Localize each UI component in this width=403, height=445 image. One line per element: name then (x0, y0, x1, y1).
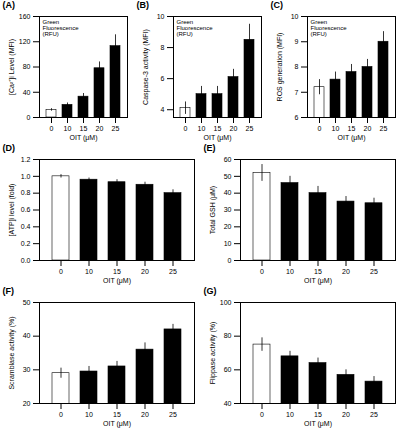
svg-text:0.8: 0.8 (20, 189, 30, 196)
svg-text:0: 0 (260, 268, 264, 275)
svg-text:10: 10 (85, 268, 93, 275)
svg-text:25: 25 (111, 125, 119, 132)
svg-text:15: 15 (79, 125, 87, 132)
svg-text:0: 0 (59, 268, 63, 275)
svg-text:10: 10 (286, 268, 294, 275)
svg-text:20: 20 (141, 411, 149, 418)
svg-text:30: 30 (22, 366, 30, 373)
svg-text:10: 10 (197, 125, 205, 132)
svg-text:OIT (μM): OIT (μM) (69, 134, 97, 142)
svg-text:OIT (μM): OIT (μM) (203, 134, 231, 142)
svg-text:10: 10 (85, 411, 93, 418)
html-text:(B): (B) (136, 0, 149, 10)
svg-text:60: 60 (223, 156, 231, 163)
svg-text:20: 20 (229, 125, 237, 132)
svg-text:15: 15 (213, 125, 221, 132)
svg-text:20: 20 (22, 400, 30, 407)
svg-text:[ATP]i level (fold): [ATP]i level (fold) (8, 184, 16, 237)
svg-text:Flippase activity (%): Flippase activity (%) (209, 322, 217, 385)
svg-text:50: 50 (223, 173, 231, 180)
svg-text:20: 20 (141, 268, 149, 275)
svg-text:40: 40 (223, 400, 231, 407)
svg-text:10: 10 (286, 411, 294, 418)
svg-text:0.0: 0.0 (20, 257, 30, 264)
svg-text:Total GSH (μM): Total GSH (μM) (209, 186, 217, 234)
svg-text:0: 0 (260, 411, 264, 418)
svg-text:OIT (μM): OIT (μM) (303, 277, 331, 285)
svg-text:OIT (μM): OIT (μM) (102, 277, 130, 285)
svg-text:Caspase-3 activity (MFI): Caspase-3 activity (MFI) (142, 29, 150, 105)
svg-text:0: 0 (183, 125, 187, 132)
html-text:(G): (G) (203, 286, 217, 296)
svg-text:[Ca²⁺]i Level (MFI): [Ca²⁺]i Level (MFI) (8, 39, 16, 95)
svg-text:20: 20 (95, 125, 103, 132)
svg-text:GreenFluorescence(RFU): GreenFluorescence(RFU) (42, 19, 79, 37)
svg-text:25: 25 (370, 411, 378, 418)
svg-text:1.2: 1.2 (20, 156, 30, 163)
svg-text:6: 6 (160, 75, 164, 82)
svg-text:10: 10 (290, 13, 298, 20)
svg-text:20: 20 (342, 268, 350, 275)
svg-text:0: 0 (26, 114, 30, 121)
svg-text:60: 60 (223, 366, 231, 373)
svg-text:20: 20 (342, 411, 350, 418)
svg-text:15: 15 (314, 268, 322, 275)
svg-text:25: 25 (169, 411, 177, 418)
svg-text:GreenFluorescence(RFU): GreenFluorescence(RFU) (310, 19, 347, 37)
svg-text:0.6: 0.6 (20, 206, 30, 213)
svg-text:10: 10 (156, 13, 164, 20)
svg-text:20: 20 (363, 125, 371, 132)
svg-text:40: 40 (223, 189, 231, 196)
svg-text:7: 7 (294, 88, 298, 95)
svg-text:8: 8 (294, 63, 298, 70)
svg-text:80: 80 (223, 332, 231, 339)
svg-text:OIT (μM): OIT (μM) (303, 420, 331, 428)
svg-text:15: 15 (314, 411, 322, 418)
html-text:(A): (A) (2, 0, 15, 10)
svg-text:30: 30 (223, 206, 231, 213)
svg-text:9: 9 (294, 38, 298, 45)
html-text:(F): (F) (2, 286, 14, 296)
svg-text:4: 4 (160, 106, 164, 113)
svg-text:25: 25 (245, 125, 253, 132)
svg-text:120: 120 (18, 38, 30, 45)
svg-text:15: 15 (347, 125, 355, 132)
svg-text:40: 40 (22, 332, 30, 339)
svg-text:0: 0 (317, 125, 321, 132)
svg-text:10: 10 (223, 240, 231, 247)
svg-text:20: 20 (223, 223, 231, 230)
svg-text:100: 100 (219, 299, 231, 306)
svg-text:10: 10 (63, 125, 71, 132)
svg-text:GreenFluorescence(RFU): GreenFluorescence(RFU) (176, 19, 213, 37)
html-text:(C): (C) (270, 0, 283, 10)
svg-text:OIT (μM): OIT (μM) (337, 134, 365, 142)
svg-text:10: 10 (331, 125, 339, 132)
svg-text:50: 50 (22, 299, 30, 306)
svg-text:25: 25 (379, 125, 387, 132)
svg-text:8: 8 (160, 44, 164, 51)
svg-text:0: 0 (227, 257, 231, 264)
html-text:(D): (D) (2, 143, 15, 153)
svg-text:40: 40 (22, 88, 30, 95)
svg-text:1.0: 1.0 (20, 173, 30, 180)
svg-text:Scramblase activity (%): Scramblase activity (%) (8, 316, 16, 389)
svg-text:0.2: 0.2 (20, 240, 30, 247)
svg-text:OIT (μM): OIT (μM) (102, 420, 130, 428)
svg-text:0: 0 (59, 411, 63, 418)
svg-text:0: 0 (49, 125, 53, 132)
svg-text:ROS generation (MFI): ROS generation (MFI) (276, 33, 284, 102)
svg-text:6: 6 (294, 114, 298, 121)
svg-text:160: 160 (18, 13, 30, 20)
svg-text:80: 80 (22, 63, 30, 70)
svg-text:25: 25 (169, 268, 177, 275)
svg-text:15: 15 (113, 411, 121, 418)
html-text:(E): (E) (203, 143, 216, 153)
svg-text:25: 25 (370, 268, 378, 275)
svg-text:15: 15 (113, 268, 121, 275)
svg-text:0.4: 0.4 (20, 223, 30, 230)
